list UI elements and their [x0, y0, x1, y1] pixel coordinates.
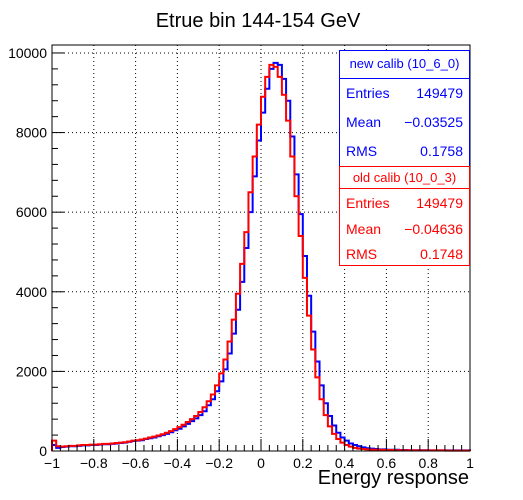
stats-value: −0.03525	[404, 114, 463, 130]
stats-label: RMS	[346, 143, 378, 159]
x-tick-label: 0.8	[418, 455, 438, 471]
y-tick-label: 8000	[16, 125, 47, 141]
stats-row-rms: RMS 0.1758	[346, 142, 463, 160]
stats-label: Entries	[346, 85, 390, 101]
stats-value: 0.1758	[420, 143, 463, 159]
y-tick-label: 2000	[16, 363, 47, 379]
x-axis-label: Energy response	[318, 467, 469, 489]
stats-label: Entries	[346, 195, 390, 211]
y-tick-label: 6000	[16, 204, 47, 220]
stats-row-rms: RMS 0.1748	[346, 245, 463, 263]
stats-label: RMS	[346, 246, 378, 262]
x-tick-label: −0.8	[80, 455, 108, 471]
stats-value: 149479	[416, 195, 463, 211]
stats-box-old-calib: old calib (10_0_3) Entries 149479 Mean −…	[339, 166, 470, 266]
stats-value: −0.04636	[404, 221, 463, 237]
stats-row-mean: Mean −0.03525	[346, 113, 463, 131]
x-tick-label: 0	[257, 455, 265, 471]
stats-box-title: new calib (10_6_0)	[349, 56, 460, 71]
x-tick-label: 1	[466, 455, 474, 471]
x-tick-label: 0.2	[293, 455, 313, 471]
chart-title: Etrue bin 144-154 GeV	[156, 10, 361, 32]
axes: −1 −0.8 −0.6 −0.4 −0.2 0 0.2 0.4 0.6 0.8 1 0 2000 400…	[8, 45, 474, 471]
stats-row-mean: Mean −0.04636	[346, 220, 463, 238]
stats-box-title: old calib (10_0_3)	[352, 170, 457, 185]
x-tick-label: −0.6	[122, 455, 150, 471]
stats-divider	[340, 188, 469, 189]
y-tick-label: 4000	[16, 284, 47, 300]
y-tick-label: 0	[39, 443, 47, 459]
stats-value: 0.1748	[420, 246, 463, 262]
histogram-series	[51, 61, 471, 452]
stats-label: Mean	[346, 114, 382, 130]
histogram-series-line	[51, 63, 471, 452]
stats-row-entries: Entries 149479	[346, 84, 463, 102]
stats-divider	[340, 78, 469, 79]
x-tick-label: −1	[44, 455, 60, 471]
stats-label: Mean	[346, 221, 382, 237]
x-tick-label: 0.6	[377, 455, 397, 471]
stats-row-entries: Entries 149479	[346, 194, 463, 212]
stats-box-new-calib: new calib (10_6_0) Entries 149479 Mean −…	[339, 50, 470, 168]
x-tick-label: 0.4	[335, 455, 355, 471]
x-tick-label: −0.4	[164, 455, 192, 471]
x-tick-label: −0.2	[205, 455, 233, 471]
y-tick-label: 10000	[8, 45, 47, 61]
stats-value: 149479	[416, 85, 463, 101]
